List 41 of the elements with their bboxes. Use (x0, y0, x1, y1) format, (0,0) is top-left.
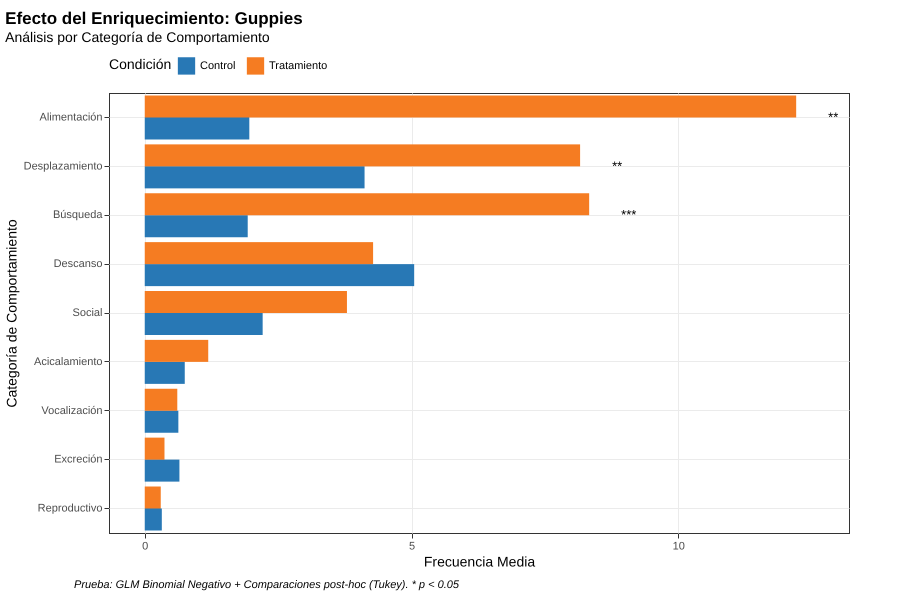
y-tick-label: Alimentación (40, 111, 102, 124)
bar (144, 438, 164, 460)
y-tick-label: Vocalización (41, 404, 102, 417)
legend-title: Condición (109, 56, 172, 72)
y-tick-label: Social (72, 307, 102, 319)
y-tick-label: Acicalamiento (34, 356, 102, 368)
x-tick-label: 10 (672, 540, 685, 552)
bar (144, 193, 590, 216)
bar (144, 117, 250, 140)
bar (144, 486, 161, 509)
bar (144, 144, 580, 166)
bar (144, 291, 347, 313)
bar (144, 215, 248, 238)
y-tick-label: Reproductivo (38, 502, 102, 515)
y-axis-title: Categoría de Comportamiento (4, 219, 20, 408)
bar (144, 95, 796, 118)
bar (144, 460, 180, 482)
bar (144, 388, 178, 411)
annotation: *** (621, 207, 636, 222)
text: Prueba: GLM Binomial Negativo + Comparaciones post-hoc (Tukey). * p < 0.05 (74, 579, 460, 591)
y-tick-label: Búsqueda (52, 209, 104, 222)
x-axis-title: Frecuencia Media (424, 554, 536, 570)
bar (144, 264, 414, 286)
legend-label: Control (200, 60, 236, 72)
annotation: ** (828, 109, 838, 124)
bar (144, 508, 162, 531)
bar (144, 340, 208, 362)
y-tick-label: Descanso (54, 258, 102, 270)
y-tick-label: Excreción (54, 454, 102, 466)
bar (144, 242, 374, 264)
annotation: ** (612, 158, 622, 174)
x-tick-label: 5 (408, 540, 416, 552)
chart-subtitle: Análisis por Categoría de Comportamiento (5, 29, 270, 45)
y-tick-label: Desplazamiento (24, 160, 102, 172)
legend-label: Tratamiento (269, 60, 328, 72)
bar (144, 313, 263, 335)
bar (144, 166, 365, 188)
bar (144, 362, 185, 384)
chart-title: Efecto del Enriquecimiento: Guppies (5, 9, 303, 28)
bar (144, 410, 178, 433)
x-tick-label: 0 (142, 540, 148, 552)
